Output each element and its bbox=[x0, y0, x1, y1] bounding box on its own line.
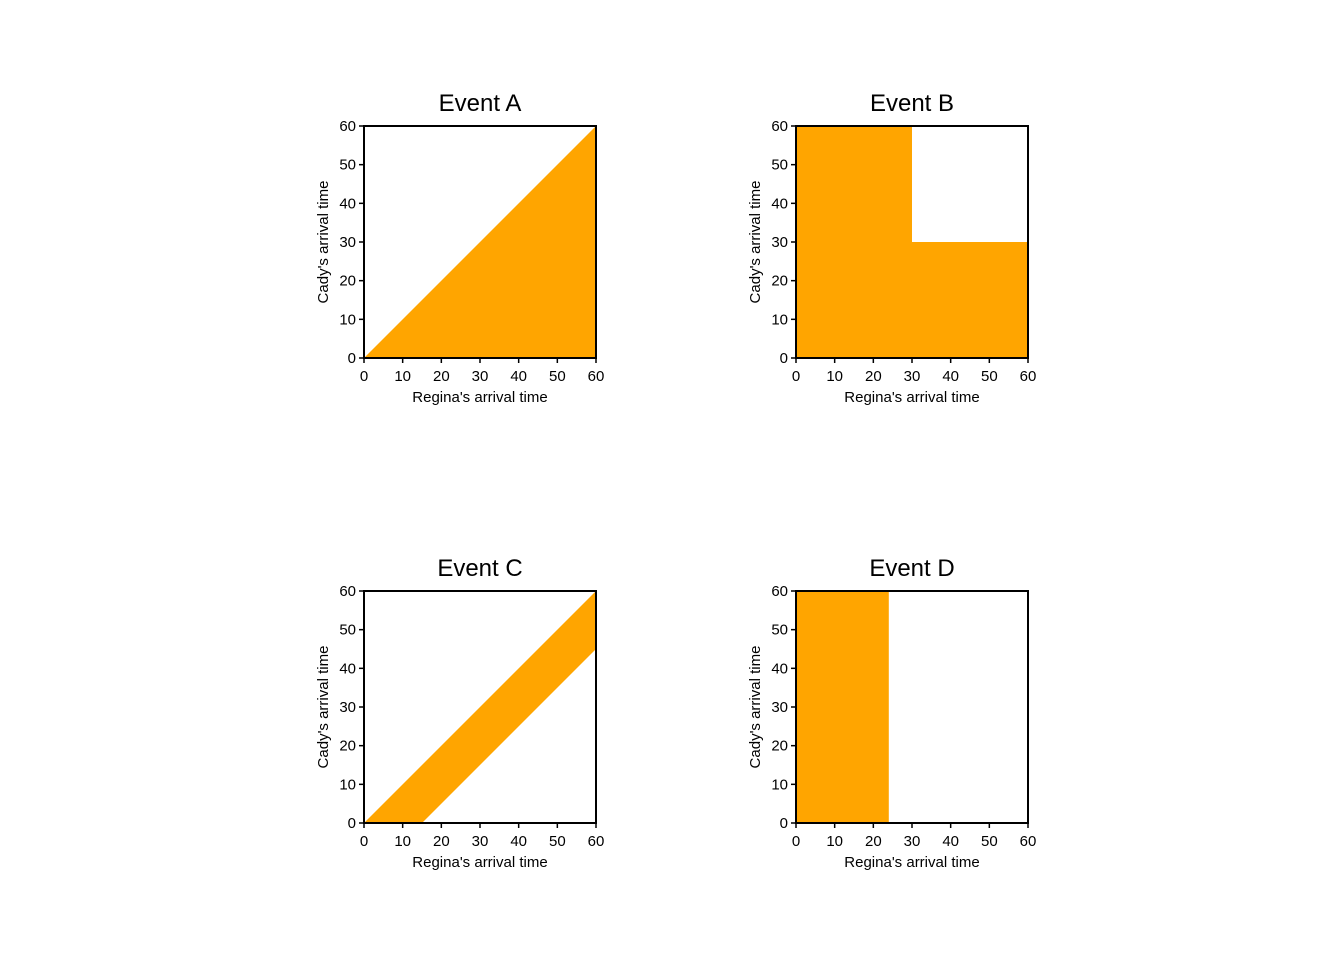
x-tick-label: 0 bbox=[360, 368, 368, 385]
shaded-region bbox=[364, 591, 596, 823]
y-tick-label: 0 bbox=[348, 815, 356, 832]
y-tick-label: 20 bbox=[771, 738, 788, 755]
chart-panel-1: Event A 0 10 20 30 40 50 60 0 10 20 30 40 50 60 Regina'… bbox=[315, 90, 604, 406]
x-tick-label: 60 bbox=[588, 368, 605, 385]
x-tick-label: 10 bbox=[394, 368, 411, 385]
x-tick-label: 20 bbox=[865, 368, 882, 385]
chart-panel-2: Event B 0 10 20 30 40 50 60 0 10 20 30 40 50 60 Regina'… bbox=[747, 90, 1036, 406]
y-tick-label: 40 bbox=[771, 195, 788, 212]
y-tick-label: 50 bbox=[339, 622, 356, 639]
chart-panel-4: Event D 0 10 20 30 40 50 60 0 10 20 30 40 50 60 Regina'… bbox=[747, 555, 1036, 871]
chart-title: Event D bbox=[869, 555, 954, 582]
y-tick-label: 10 bbox=[339, 776, 356, 793]
y-tick-label: 50 bbox=[771, 622, 788, 639]
chart-title: Event B bbox=[870, 90, 954, 117]
x-tick-label: 50 bbox=[549, 368, 566, 385]
x-axis-label: Regina's arrival time bbox=[412, 854, 547, 871]
chart-title: Event A bbox=[439, 90, 522, 117]
y-tick-label: 20 bbox=[339, 738, 356, 755]
x-tick-label: 60 bbox=[1020, 368, 1037, 385]
x-tick-label: 0 bbox=[792, 368, 800, 385]
x-tick-label: 20 bbox=[433, 833, 450, 850]
x-tick-label: 40 bbox=[942, 368, 959, 385]
shaded-region bbox=[364, 126, 596, 358]
x-tick-label: 30 bbox=[904, 833, 921, 850]
x-tick-label: 40 bbox=[510, 368, 527, 385]
x-tick-label: 40 bbox=[942, 833, 959, 850]
y-tick-label: 40 bbox=[339, 195, 356, 212]
y-tick-label: 10 bbox=[339, 311, 356, 328]
y-axis-label: Cady's arrival time bbox=[747, 646, 764, 769]
y-tick-label: 10 bbox=[771, 311, 788, 328]
x-axis-label: Regina's arrival time bbox=[412, 389, 547, 406]
y-tick-label: 40 bbox=[771, 660, 788, 677]
chart-panel-3: Event C 0 10 20 30 40 50 60 0 10 20 30 40 50 60 Regina'… bbox=[315, 555, 604, 871]
y-tick-label: 30 bbox=[339, 699, 356, 716]
y-tick-label: 30 bbox=[771, 234, 788, 251]
y-axis-label: Cady's arrival time bbox=[747, 181, 764, 304]
x-tick-label: 10 bbox=[826, 833, 843, 850]
chart-title: Event C bbox=[437, 555, 522, 582]
y-tick-label: 60 bbox=[771, 118, 788, 135]
x-tick-label: 20 bbox=[865, 833, 882, 850]
x-tick-label: 60 bbox=[588, 833, 605, 850]
x-tick-label: 30 bbox=[472, 368, 489, 385]
y-tick-label: 60 bbox=[339, 583, 356, 600]
y-tick-label: 20 bbox=[771, 273, 788, 290]
y-axis-label: Cady's arrival time bbox=[315, 181, 332, 304]
y-tick-label: 60 bbox=[771, 583, 788, 600]
y-tick-label: 0 bbox=[348, 350, 356, 367]
y-tick-label: 40 bbox=[339, 660, 356, 677]
y-tick-label: 30 bbox=[339, 234, 356, 251]
x-tick-label: 30 bbox=[472, 833, 489, 850]
y-tick-label: 20 bbox=[339, 273, 356, 290]
y-tick-label: 10 bbox=[771, 776, 788, 793]
y-tick-label: 0 bbox=[780, 350, 788, 367]
x-tick-label: 50 bbox=[981, 833, 998, 850]
y-tick-label: 50 bbox=[339, 157, 356, 174]
x-tick-label: 0 bbox=[360, 833, 368, 850]
y-tick-label: 60 bbox=[339, 118, 356, 135]
x-tick-label: 30 bbox=[904, 368, 921, 385]
x-tick-label: 50 bbox=[549, 833, 566, 850]
y-axis-label: Cady's arrival time bbox=[315, 646, 332, 769]
x-tick-label: 50 bbox=[981, 368, 998, 385]
y-tick-label: 50 bbox=[771, 157, 788, 174]
x-tick-label: 10 bbox=[394, 833, 411, 850]
x-axis-label: Regina's arrival time bbox=[844, 854, 979, 871]
x-tick-label: 20 bbox=[433, 368, 450, 385]
x-tick-label: 10 bbox=[826, 368, 843, 385]
y-tick-label: 0 bbox=[780, 815, 788, 832]
x-axis-label: Regina's arrival time bbox=[844, 389, 979, 406]
y-tick-label: 30 bbox=[771, 699, 788, 716]
x-tick-label: 0 bbox=[792, 833, 800, 850]
shaded-region bbox=[796, 591, 889, 823]
x-tick-label: 60 bbox=[1020, 833, 1037, 850]
shaded-region bbox=[796, 126, 1028, 358]
x-tick-label: 40 bbox=[510, 833, 527, 850]
